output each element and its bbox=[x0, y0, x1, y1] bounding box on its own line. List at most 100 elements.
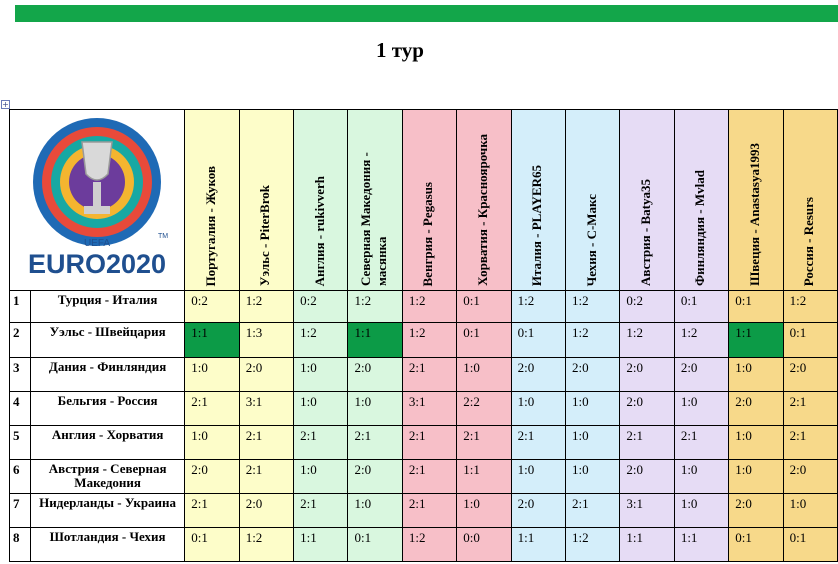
score-cell[interactable]: 2:1 bbox=[238, 425, 295, 460]
score-cell[interactable]: 2:1 bbox=[456, 425, 512, 460]
score-cell[interactable]: 1:0 bbox=[293, 391, 349, 426]
score-cell[interactable]: 1:0 bbox=[673, 459, 730, 494]
score-cell[interactable]: 1:0 bbox=[347, 493, 403, 528]
score-cell[interactable]: 2:1 bbox=[619, 425, 675, 460]
score-cell[interactable]: 2:1 bbox=[184, 391, 240, 426]
score-cell[interactable]: 2:0 bbox=[782, 357, 838, 392]
score-cell[interactable]: 2:1 bbox=[401, 493, 458, 528]
score-cell[interactable]: 1:0 bbox=[456, 493, 512, 528]
score-cell[interactable]: 1:2 bbox=[510, 290, 567, 323]
score-cell[interactable]: 1:2 bbox=[293, 322, 349, 358]
score-cell[interactable]: 2:2 bbox=[456, 391, 512, 426]
score-cell[interactable]: 3:1 bbox=[401, 391, 458, 426]
score-cell[interactable]: 1:2 bbox=[673, 322, 730, 358]
score-cell[interactable]: 1:0 bbox=[728, 459, 784, 494]
score-cell[interactable]: 1:1 bbox=[184, 322, 240, 358]
score-cell[interactable]: 1:0 bbox=[510, 459, 567, 494]
score-cell[interactable]: 0:2 bbox=[293, 290, 349, 323]
score-cell[interactable]: 2:1 bbox=[673, 425, 730, 460]
score-cell[interactable]: 1:0 bbox=[565, 391, 621, 426]
score-cell[interactable]: 2:0 bbox=[619, 459, 675, 494]
score-cell[interactable]: 1:0 bbox=[673, 391, 730, 426]
score-cell[interactable]: 0:2 bbox=[619, 290, 675, 323]
score-cell[interactable]: 2:1 bbox=[184, 493, 240, 528]
score-cell[interactable]: 1:0 bbox=[673, 493, 730, 528]
score-cell[interactable]: 2:0 bbox=[673, 357, 730, 392]
score-cell[interactable]: 0:1 bbox=[782, 322, 838, 358]
score-cell[interactable]: 2:0 bbox=[510, 357, 567, 392]
score-cell[interactable]: 0:1 bbox=[782, 527, 838, 562]
score-cell[interactable]: 2:0 bbox=[728, 391, 784, 426]
score-cell[interactable]: 0:2 bbox=[184, 290, 240, 323]
score-cell[interactable]: 1:0 bbox=[347, 391, 403, 426]
score-cell[interactable]: 1:1 bbox=[619, 527, 675, 562]
score-cell[interactable]: 1:0 bbox=[293, 357, 349, 392]
score-cell[interactable]: 0:1 bbox=[456, 322, 512, 358]
score-cell[interactable]: 2:1 bbox=[565, 493, 621, 528]
score-cell[interactable]: 0:1 bbox=[673, 290, 730, 323]
score-cell[interactable]: 2:0 bbox=[347, 357, 403, 392]
player-header-12: Россия - Resurs bbox=[782, 109, 838, 291]
score-cell[interactable]: 2:1 bbox=[782, 391, 838, 426]
score-cell[interactable]: 1:2 bbox=[619, 322, 675, 358]
score-cell[interactable]: 2:0 bbox=[347, 459, 403, 494]
score-cell[interactable]: 1:1 bbox=[728, 322, 784, 358]
score-cell[interactable]: 2:0 bbox=[238, 493, 295, 528]
table-move-handle-icon[interactable]: + bbox=[1, 100, 10, 109]
score-cell[interactable]: 2:1 bbox=[347, 425, 403, 460]
score-cell[interactable]: 1:0 bbox=[510, 391, 567, 426]
score-cell[interactable]: 2:0 bbox=[619, 391, 675, 426]
score-cell[interactable]: 2:0 bbox=[510, 493, 567, 528]
score-cell[interactable]: 1:0 bbox=[293, 459, 349, 494]
score-cell[interactable]: 1:1 bbox=[293, 527, 349, 562]
row-number: 5 bbox=[9, 425, 31, 460]
score-cell[interactable]: 2:0 bbox=[782, 459, 838, 494]
score-cell[interactable]: 2:0 bbox=[565, 357, 621, 392]
score-cell[interactable]: 1:0 bbox=[184, 357, 240, 392]
score-cell[interactable]: 1:0 bbox=[782, 493, 838, 528]
score-cell[interactable]: 0:1 bbox=[510, 322, 567, 358]
score-cell[interactable]: 1:1 bbox=[510, 527, 567, 562]
score-cell[interactable]: 1:3 bbox=[238, 322, 295, 358]
score-cell[interactable]: 2:1 bbox=[401, 357, 458, 392]
score-cell[interactable]: 1:2 bbox=[401, 290, 458, 323]
score-cell[interactable]: 1:1 bbox=[347, 322, 403, 358]
score-cell[interactable]: 2:0 bbox=[728, 493, 784, 528]
score-cell[interactable]: 2:0 bbox=[619, 357, 675, 392]
score-cell[interactable]: 0:1 bbox=[728, 290, 784, 323]
score-cell[interactable]: 1:0 bbox=[728, 357, 784, 392]
score-cell[interactable]: 1:2 bbox=[401, 527, 458, 562]
score-cell[interactable]: 1:0 bbox=[565, 425, 621, 460]
score-cell[interactable]: 1:2 bbox=[347, 290, 403, 323]
score-cell[interactable]: 1:2 bbox=[238, 527, 295, 562]
score-cell[interactable]: 2:1 bbox=[401, 425, 458, 460]
score-cell[interactable]: 1:0 bbox=[184, 425, 240, 460]
score-cell[interactable]: 0:1 bbox=[728, 527, 784, 562]
score-cell[interactable]: 3:1 bbox=[238, 391, 295, 426]
score-cell[interactable]: 1:0 bbox=[728, 425, 784, 460]
score-cell[interactable]: 1:1 bbox=[456, 459, 512, 494]
score-cell[interactable]: 2:1 bbox=[293, 425, 349, 460]
score-cell[interactable]: 3:1 bbox=[619, 493, 675, 528]
score-cell[interactable]: 1:2 bbox=[565, 322, 621, 358]
score-cell[interactable]: 0:0 bbox=[456, 527, 512, 562]
score-cell[interactable]: 2:1 bbox=[510, 425, 567, 460]
score-cell[interactable]: 1:0 bbox=[565, 459, 621, 494]
player-header-10: Финляндия - Mvlad bbox=[673, 109, 730, 291]
score-cell[interactable]: 1:1 bbox=[673, 527, 730, 562]
score-cell[interactable]: 2:0 bbox=[184, 459, 240, 494]
score-cell[interactable]: 2:1 bbox=[401, 459, 458, 494]
score-cell[interactable]: 1:0 bbox=[456, 357, 512, 392]
score-cell[interactable]: 1:2 bbox=[401, 322, 458, 358]
score-cell[interactable]: 0:1 bbox=[347, 527, 403, 562]
score-cell[interactable]: 1:2 bbox=[782, 290, 838, 323]
score-cell[interactable]: 0:1 bbox=[456, 290, 512, 323]
score-cell[interactable]: 2:1 bbox=[293, 493, 349, 528]
score-cell[interactable]: 1:2 bbox=[238, 290, 295, 323]
score-cell[interactable]: 1:2 bbox=[565, 527, 621, 562]
score-cell[interactable]: 2:1 bbox=[782, 425, 838, 460]
score-cell[interactable]: 0:1 bbox=[184, 527, 240, 562]
score-cell[interactable]: 2:0 bbox=[238, 357, 295, 392]
score-cell[interactable]: 2:1 bbox=[238, 459, 295, 494]
score-cell[interactable]: 1:2 bbox=[565, 290, 621, 323]
